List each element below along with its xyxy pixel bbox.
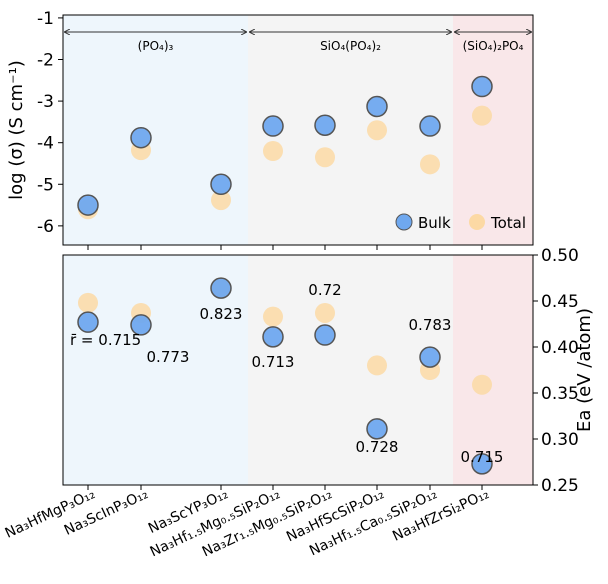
point	[314, 324, 336, 346]
legend-marker	[395, 213, 413, 231]
annotation: 0.715	[461, 448, 504, 466]
y-tick-label: -6	[37, 217, 54, 237]
legend-label: Total	[490, 214, 526, 232]
point	[263, 306, 283, 327]
point	[472, 374, 492, 395]
point	[314, 114, 336, 136]
point	[77, 311, 99, 333]
point	[420, 154, 440, 175]
frame	[62, 254, 534, 486]
region	[248, 255, 453, 485]
region	[453, 15, 533, 245]
point	[77, 194, 99, 216]
point	[315, 147, 335, 168]
point	[262, 326, 284, 348]
region-label: SiO₄(PO₄)₂	[320, 39, 381, 53]
annotation: 0.783	[409, 316, 452, 334]
point	[78, 292, 98, 313]
annotation: 0.773	[147, 348, 190, 366]
y-tick-label: 0.50	[541, 246, 579, 266]
point	[262, 115, 284, 137]
y-tick-label: -5	[37, 175, 54, 195]
y-tick-label: 0.35	[541, 384, 579, 404]
frame	[62, 14, 534, 246]
point	[471, 453, 493, 475]
point	[367, 355, 387, 376]
y-axis-label: log (σ) (S cm⁻¹)	[6, 60, 27, 200]
y-tick-label: 0.25	[541, 476, 579, 496]
point	[419, 115, 441, 137]
point	[211, 190, 231, 211]
annotation: r̄ = 0.715	[70, 331, 141, 349]
legend-marker	[469, 214, 485, 230]
annotation: 0.728	[356, 438, 399, 456]
region	[453, 255, 533, 485]
point	[366, 418, 388, 440]
point	[263, 141, 283, 162]
y-axis-label: Ea (eV /atom)	[574, 308, 595, 432]
point	[471, 75, 493, 98]
point	[472, 105, 492, 126]
annotation: 0.72	[308, 281, 341, 299]
annotation: 0.713	[252, 353, 295, 371]
y-tick-label: -1	[37, 9, 54, 29]
y-tick-label: -3	[37, 92, 54, 112]
region-label: (PO₄)₃	[138, 39, 174, 53]
point	[210, 173, 232, 196]
region-label: (SiO₄)₂PO₄	[463, 39, 524, 53]
y-tick-label: -4	[37, 134, 54, 154]
y-tick-label: 0.45	[541, 292, 579, 312]
legend-label: Bulk	[418, 214, 451, 232]
y-tick-label: 0.30	[541, 430, 579, 450]
point	[367, 120, 387, 141]
point	[366, 95, 388, 118]
point	[419, 346, 441, 368]
point	[210, 277, 232, 299]
y-tick-label: 0.40	[541, 338, 579, 358]
point	[315, 302, 335, 323]
annotation: 0.823	[200, 305, 243, 323]
point	[130, 314, 152, 336]
y-tick-label: -2	[37, 51, 54, 71]
point	[130, 126, 152, 149]
